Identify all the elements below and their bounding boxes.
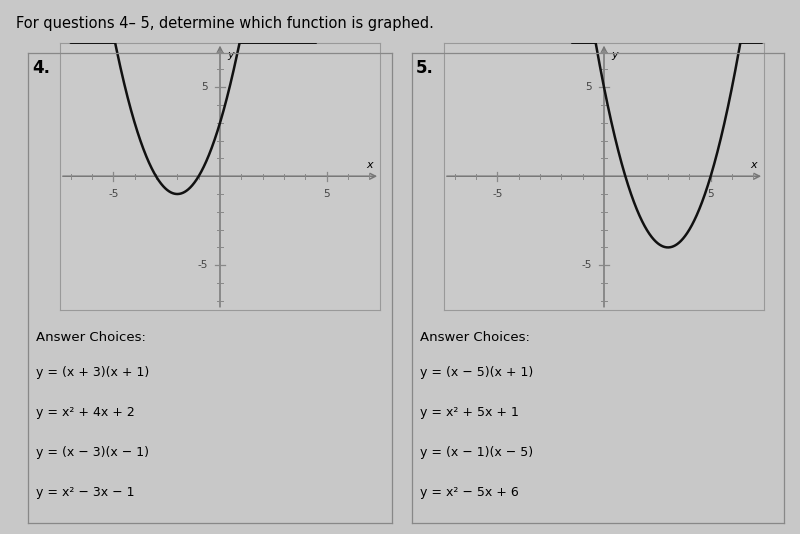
Text: y = x² − 5x + 6: y = x² − 5x + 6 [420, 486, 518, 499]
Text: y = (x − 3)(x − 1): y = (x − 3)(x − 1) [36, 446, 149, 459]
Text: y = (x + 3)(x + 1): y = (x + 3)(x + 1) [36, 366, 150, 379]
Text: 5: 5 [707, 189, 714, 199]
Text: 5: 5 [586, 82, 592, 92]
Text: Answer Choices:: Answer Choices: [36, 331, 146, 344]
Text: -5: -5 [492, 189, 502, 199]
Text: 5.: 5. [416, 59, 434, 77]
Text: y = x² + 4x + 2: y = x² + 4x + 2 [36, 406, 134, 419]
Text: 5: 5 [323, 189, 330, 199]
Text: -5: -5 [582, 260, 592, 270]
Text: -5: -5 [108, 189, 118, 199]
Text: y = x² − 3x − 1: y = x² − 3x − 1 [36, 486, 134, 499]
Text: y: y [611, 50, 618, 60]
Text: Answer Choices:: Answer Choices: [420, 331, 530, 344]
Text: 5: 5 [202, 82, 208, 92]
Text: 4.: 4. [32, 59, 50, 77]
Text: x: x [366, 160, 373, 170]
Text: -5: -5 [198, 260, 208, 270]
Text: y = (x − 1)(x − 5): y = (x − 1)(x − 5) [420, 446, 533, 459]
Text: y = x² + 5x + 1: y = x² + 5x + 1 [420, 406, 519, 419]
Text: y = (x − 5)(x + 1): y = (x − 5)(x + 1) [420, 366, 534, 379]
Text: For questions 4– 5, determine which function is graphed.: For questions 4– 5, determine which func… [16, 16, 434, 31]
Text: x: x [750, 160, 757, 170]
Text: y: y [227, 50, 234, 60]
